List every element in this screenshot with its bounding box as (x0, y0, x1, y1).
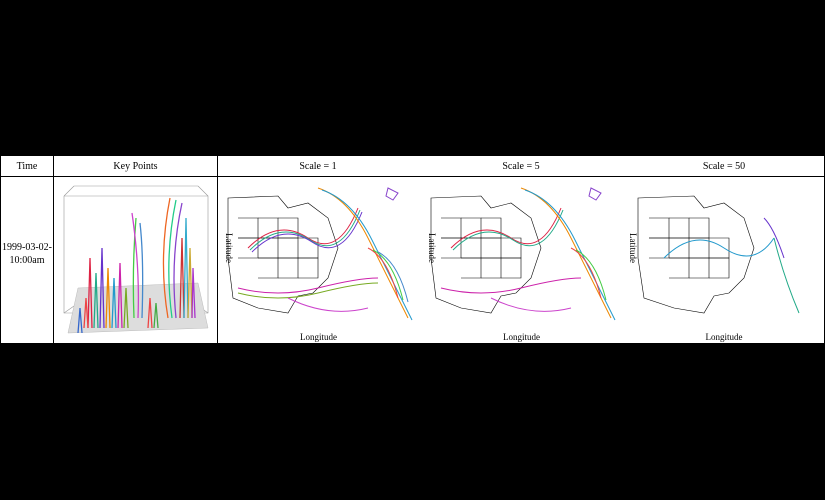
header-scale-1: Scale = 1 (299, 161, 337, 172)
column-divider-time (53, 156, 54, 343)
figure-table: Time Key Points Scale = 1 Scale = 5 Scal… (0, 155, 825, 344)
header-key-points: Key Points (113, 161, 158, 172)
header-scale-50: Scale = 50 (702, 161, 746, 172)
key-points-3d-plot (58, 178, 215, 344)
header-divider (1, 176, 824, 177)
x-axis-label: Longitude (300, 332, 337, 342)
time-clock: 10:00am (9, 255, 45, 266)
time-date: 1999-03-02- (2, 242, 52, 253)
header-scale-5: Scale = 5 (502, 161, 540, 172)
y-axis-label: Latitude (427, 233, 437, 263)
column-divider-keypoints (217, 156, 218, 343)
x-axis-label: Longitude (705, 332, 743, 342)
header-time: Time (16, 161, 38, 172)
map-scale-1: Longitude Latitude (218, 178, 419, 344)
x-axis-label: Longitude (503, 332, 540, 342)
y-axis-label: Latitude (628, 233, 638, 263)
time-cell: 1999-03-02- 10:00am (1, 241, 53, 267)
map-scale-5: Longitude Latitude (421, 178, 622, 344)
y-axis-label: Latitude (224, 233, 234, 263)
map-scale-50: Longitude Latitude (624, 178, 824, 344)
